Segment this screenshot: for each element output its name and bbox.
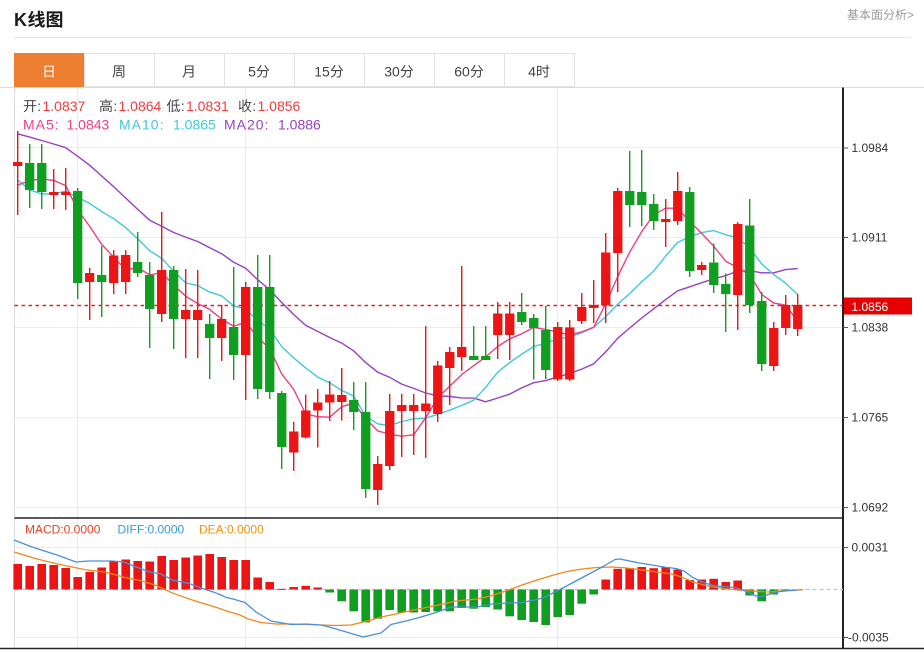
svg-text:1.0765: 1.0765	[852, 411, 889, 425]
svg-text:1.0843: 1.0843	[67, 117, 110, 133]
svg-text:1.0856: 1.0856	[852, 300, 889, 314]
svg-text:1.0838: 1.0838	[852, 321, 889, 335]
svg-text:MA5:: MA5:	[23, 117, 60, 133]
svg-text:15: 15	[314, 64, 330, 80]
svg-text::: :	[181, 98, 185, 114]
svg-text::: :	[37, 98, 41, 114]
svg-text:5: 5	[248, 64, 256, 80]
svg-text:1.0984: 1.0984	[852, 141, 889, 155]
svg-text:-0.0035: -0.0035	[848, 631, 889, 645]
svg-text:K: K	[14, 10, 27, 30]
svg-text:>: >	[907, 8, 914, 22]
svg-text:60: 60	[454, 64, 470, 80]
svg-text:1.0865: 1.0865	[173, 117, 216, 133]
svg-text:1.0911: 1.0911	[852, 231, 888, 245]
svg-text:1.0886: 1.0886	[278, 117, 321, 133]
svg-text:DIFF:0.0000: DIFF:0.0000	[118, 523, 185, 537]
svg-text:0.0031: 0.0031	[852, 541, 889, 555]
svg-text:DEA:0.0000: DEA:0.0000	[199, 523, 264, 537]
svg-text:1.0831: 1.0831	[186, 98, 229, 114]
svg-text:1.0692: 1.0692	[852, 501, 889, 515]
svg-text:4: 4	[528, 64, 536, 80]
svg-text:1.0837: 1.0837	[43, 98, 86, 114]
svg-text:MA20:: MA20:	[224, 117, 269, 133]
svg-text:1.0856: 1.0856	[258, 98, 301, 114]
svg-text::: :	[252, 98, 256, 114]
svg-text:MA10:: MA10:	[119, 117, 164, 133]
svg-text:30: 30	[384, 64, 400, 80]
svg-text:1.0864: 1.0864	[119, 98, 162, 114]
svg-text::: :	[113, 98, 117, 114]
svg-text:MACD:0.0000: MACD:0.0000	[25, 523, 101, 537]
